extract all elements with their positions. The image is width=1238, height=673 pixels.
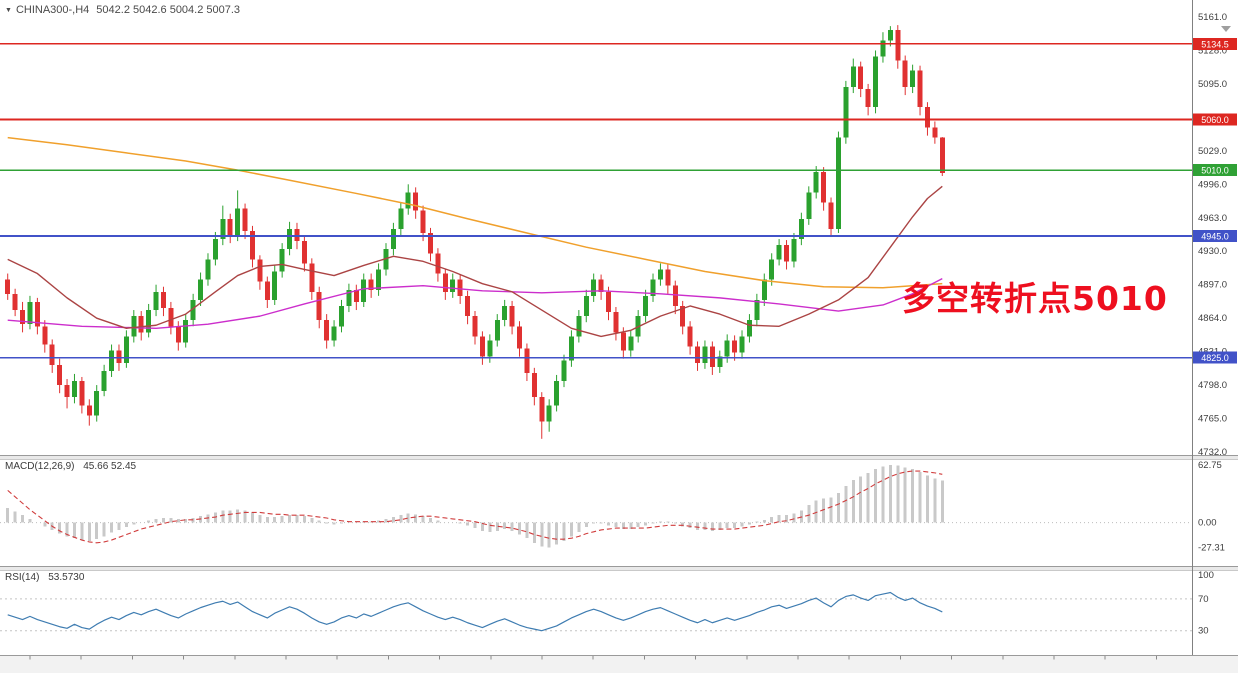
svg-text:5134.5: 5134.5 — [1201, 39, 1229, 49]
axis-price-tag-4825.0: 4825.0 — [1193, 351, 1237, 364]
axis-price-tag-5134.5: 5134.5 — [1193, 37, 1237, 50]
ma-slow-orange — [7, 136, 943, 289]
svg-text:4825.0: 4825.0 — [1201, 353, 1229, 363]
svg-text:70: 70 — [1198, 594, 1209, 605]
svg-text:-27.31: -27.31 — [1198, 543, 1225, 554]
moving-averages-layer — [7, 136, 943, 338]
svg-text:0.00: 0.00 — [1198, 518, 1217, 529]
scroll-to-end-marker-icon[interactable] — [1221, 26, 1231, 32]
svg-text:5060.0: 5060.0 — [1201, 115, 1229, 125]
svg-text:4945.0: 4945.0 — [1201, 232, 1229, 242]
ma-fast-darkred — [7, 185, 943, 338]
macd-signal-line — [7, 470, 943, 544]
svg-text:4798.0: 4798.0 — [1198, 380, 1227, 391]
svg-text:4996.0: 4996.0 — [1198, 179, 1227, 190]
rsi-line — [7, 591, 943, 632]
chevron-down-icon[interactable]: ▼ — [5, 6, 12, 14]
chart-text-annotation[interactable]: 多空转折点5010 — [902, 279, 1168, 318]
svg-text:5128.0: 5128.0 — [1198, 45, 1227, 56]
indicator-panels-layer — [0, 464, 1192, 632]
svg-text:30: 30 — [1198, 626, 1209, 637]
candles-layer — [5, 25, 945, 439]
axis-price-tag-4945.0: 4945.0 — [1193, 230, 1237, 243]
svg-text:5095.0: 5095.0 — [1198, 79, 1227, 90]
svg-text:4930.0: 4930.0 — [1198, 246, 1227, 257]
svg-text:62.75: 62.75 — [1198, 460, 1222, 471]
axis-price-tag-5060.0: 5060.0 — [1193, 113, 1237, 126]
svg-text:5029.0: 5029.0 — [1198, 146, 1227, 157]
axis-price-tag-5010.0: 5010.0 — [1193, 164, 1237, 177]
svg-text:4963.0: 4963.0 — [1198, 213, 1227, 224]
time-axis[interactable] — [0, 655, 1238, 673]
svg-text:100: 100 — [1198, 570, 1214, 581]
svg-text:4897.0: 4897.0 — [1198, 280, 1227, 291]
svg-text:5010.0: 5010.0 — [1201, 166, 1229, 176]
hlines-layer[interactable] — [0, 43, 1192, 359]
svg-text:5161.0: 5161.0 — [1198, 12, 1227, 23]
svg-text:4765.0: 4765.0 — [1198, 414, 1227, 425]
svg-text:4864.0: 4864.0 — [1198, 313, 1227, 324]
svg-text:4732.0: 4732.0 — [1198, 447, 1227, 458]
